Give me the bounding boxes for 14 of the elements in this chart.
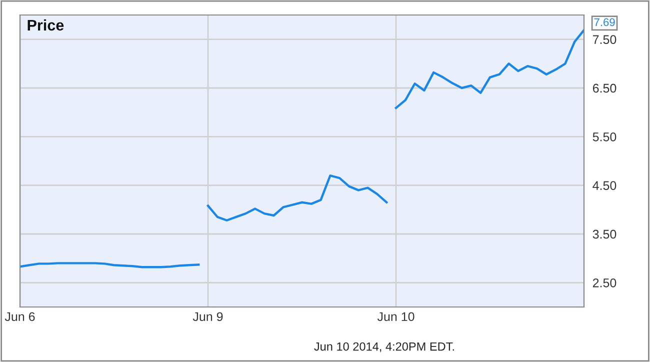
y-tick-label: 4.50 xyxy=(592,181,616,190)
x-tick-label: Jun 6 xyxy=(4,312,35,322)
y-tick-label: 6.50 xyxy=(592,84,616,93)
y-tick-label: 3.50 xyxy=(592,230,616,239)
y-tick-label: 7.50 xyxy=(592,35,616,44)
line-series xyxy=(394,28,584,110)
y-tick-label: 2.50 xyxy=(592,278,616,288)
line-series xyxy=(206,174,388,222)
x-tick-label: Jun 9 xyxy=(192,312,223,322)
y-tick-label: 5.50 xyxy=(592,132,616,142)
text: Jun 10 2014, 4:20PM EDT. xyxy=(314,342,454,352)
data-label: 7.69 xyxy=(594,18,615,26)
x-tick-label: Jun 10 xyxy=(377,312,414,322)
chart-title: Price xyxy=(28,19,64,31)
